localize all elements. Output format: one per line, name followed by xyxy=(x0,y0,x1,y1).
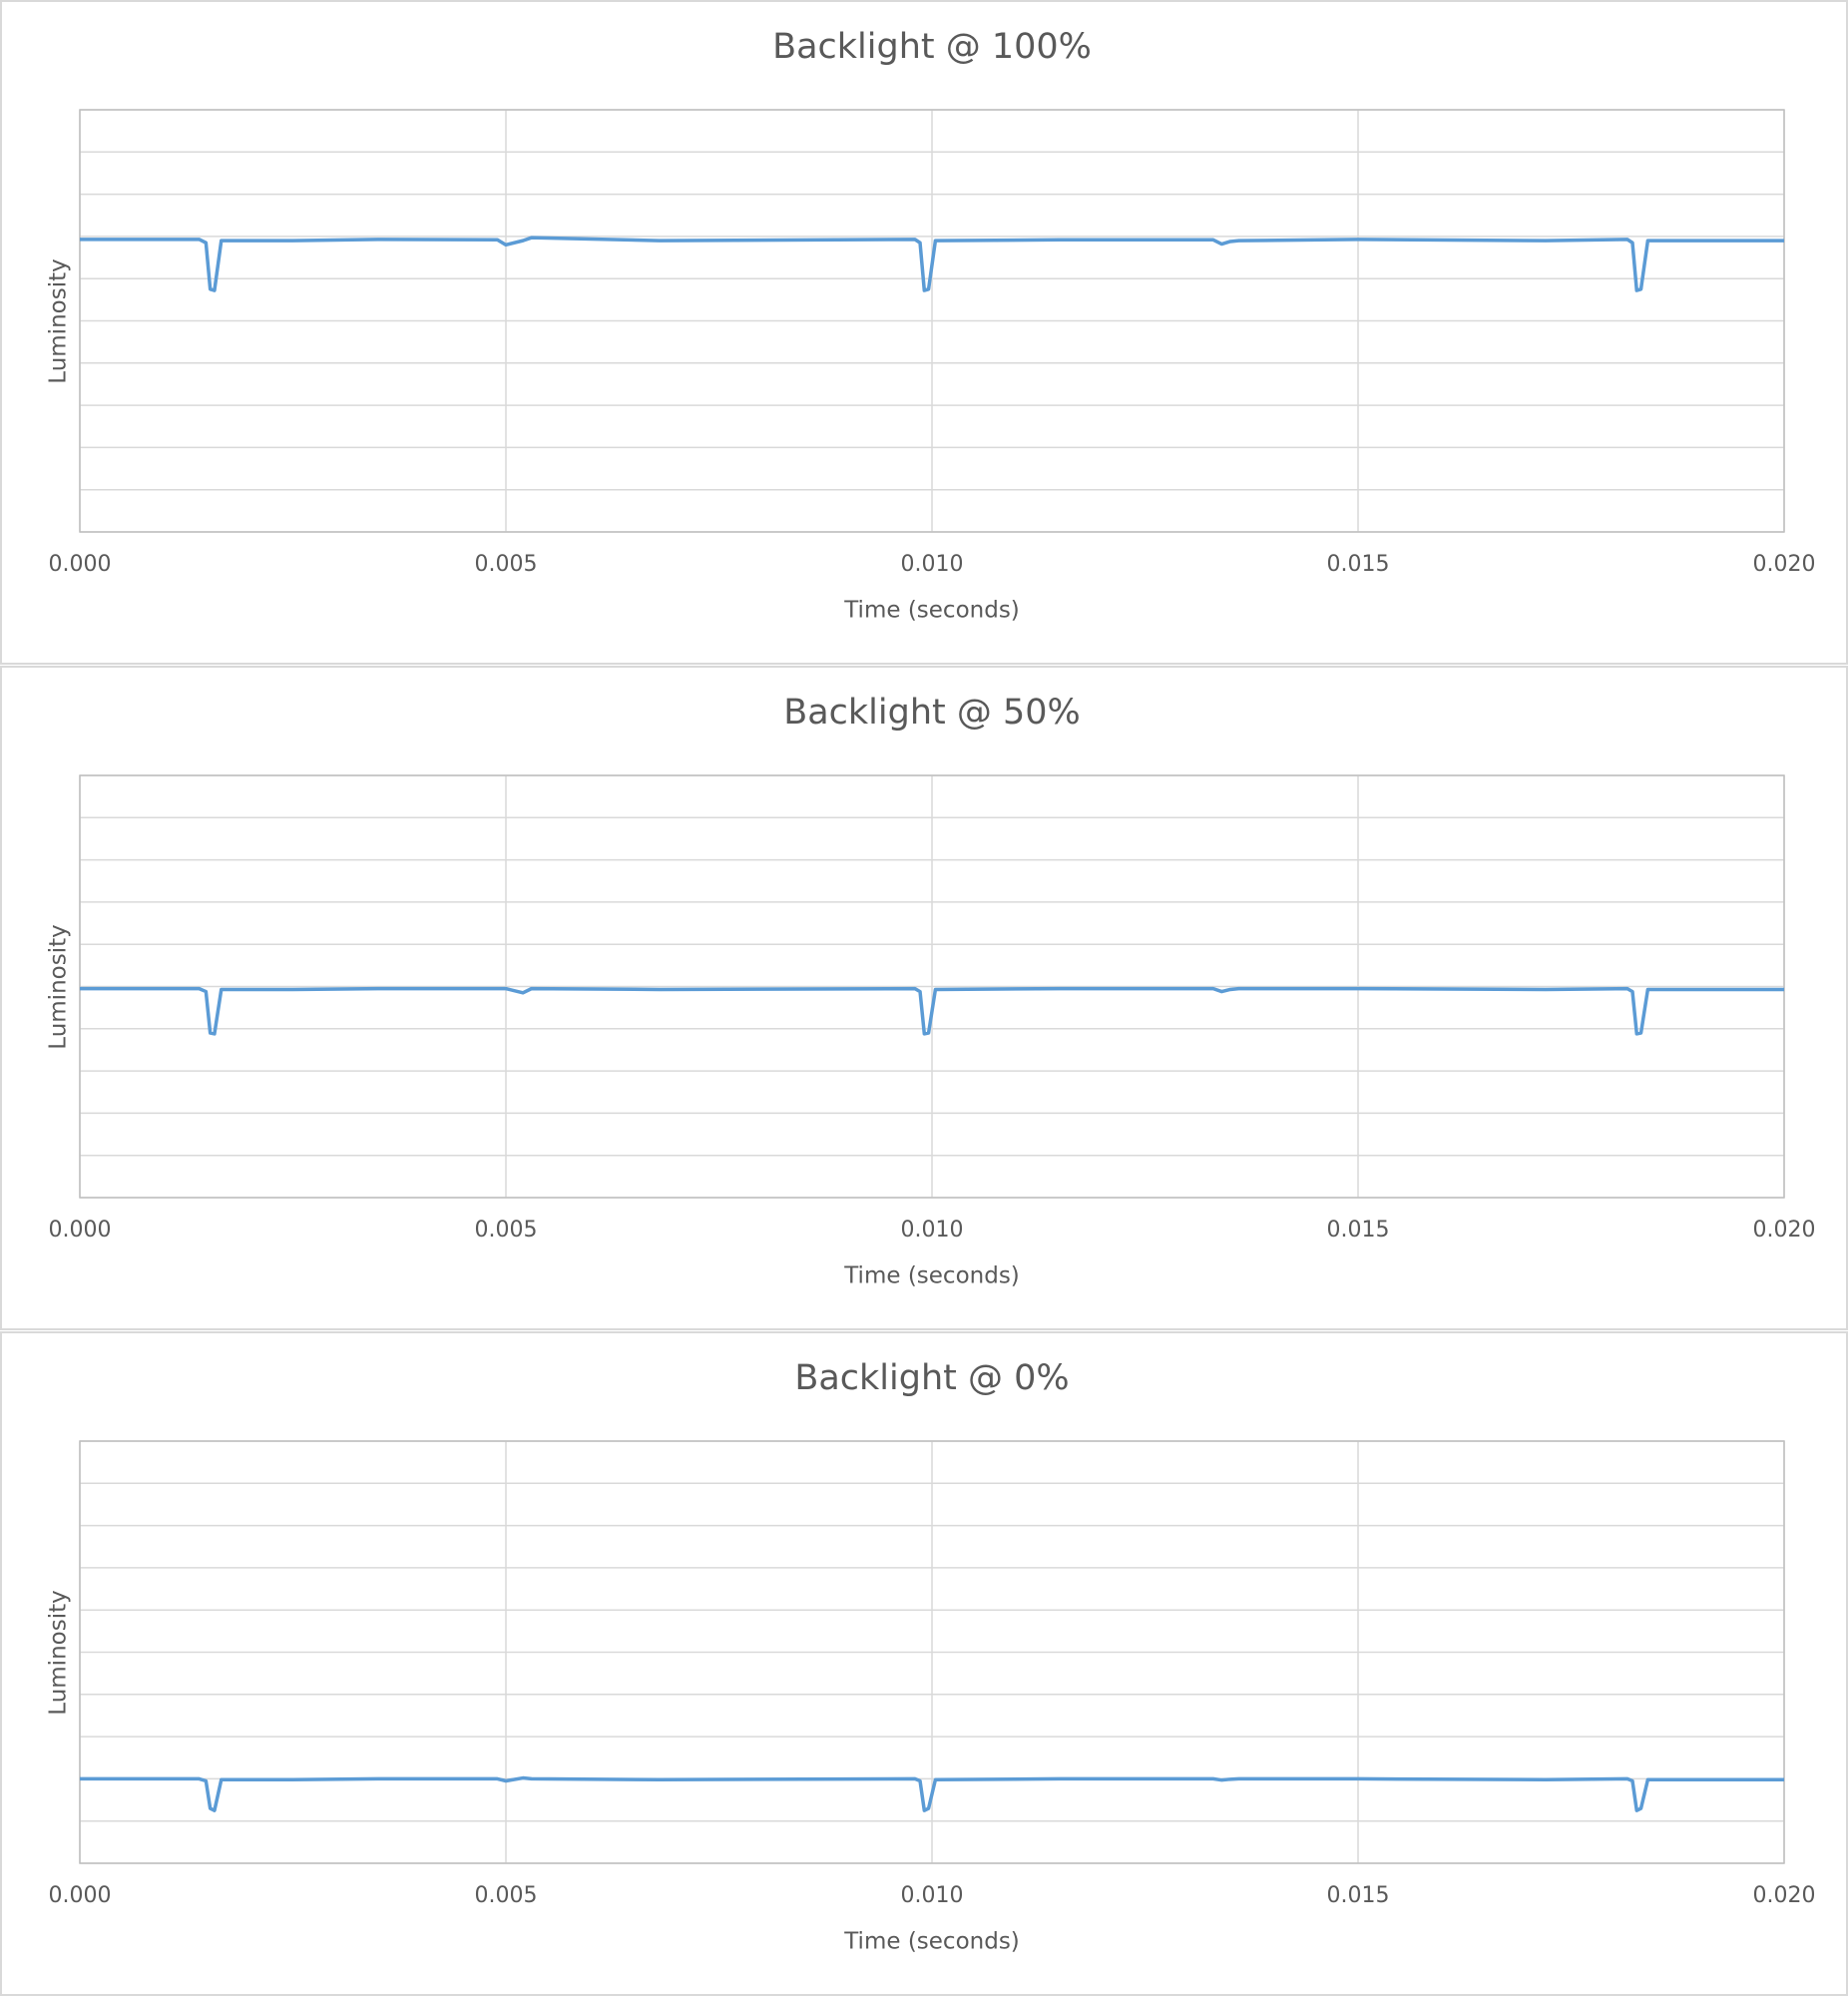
x-tick-label: 0.015 xyxy=(1327,1218,1390,1243)
x-tick-label: 0.020 xyxy=(1753,1218,1816,1243)
chart-title: Backlight @ 100% xyxy=(772,27,1092,67)
plot-border xyxy=(79,109,1785,533)
x-axis-label: Time (seconds) xyxy=(843,598,1020,624)
x-tick-label: 0.005 xyxy=(475,1218,538,1243)
data-line xyxy=(80,986,1784,1036)
x-tick-label: 0.010 xyxy=(901,1218,964,1243)
x-tick-label: 0.005 xyxy=(475,552,538,577)
plot-border xyxy=(79,774,1785,1199)
data-line xyxy=(80,236,1784,292)
x-tick-label: 0.010 xyxy=(901,1883,964,1908)
chart-title: Backlight @ 50% xyxy=(783,693,1081,733)
panel-border xyxy=(0,1331,1848,1996)
x-tick-label: 0.010 xyxy=(901,552,964,577)
y-axis-label: Luminosity xyxy=(46,924,72,1049)
x-tick-label: 0.020 xyxy=(1753,552,1816,577)
chart-panel: Backlight @ 50% 0.000 0.005 0.010 0.015 0.020… xyxy=(0,666,1848,1330)
chart-title: Backlight @ 0% xyxy=(794,1358,1069,1398)
panel-border xyxy=(0,666,1848,1330)
x-tick-label: 0.015 xyxy=(1327,1883,1390,1908)
data-line xyxy=(80,1775,1784,1812)
x-axis-label: Time (seconds) xyxy=(843,1929,1020,1955)
chart-panel: Backlight @ 100% 0.000 0.005 0.010 0.015 0.02… xyxy=(0,0,1848,665)
chart-panel: Backlight @ 0% 0.000 0.005 0.010 0.015 0.020 T… xyxy=(0,1331,1848,1996)
x-tick-label: 0.000 xyxy=(49,1218,112,1243)
y-axis-label: Luminosity xyxy=(46,1590,72,1715)
x-tick-label: 0.020 xyxy=(1753,1883,1816,1908)
x-axis-label: Time (seconds) xyxy=(843,1263,1020,1289)
plot-border xyxy=(79,1440,1785,1864)
x-tick-label: 0.015 xyxy=(1327,552,1390,577)
x-tick-label: 0.005 xyxy=(475,1883,538,1908)
y-axis-label: Luminosity xyxy=(46,258,72,383)
x-tick-label: 0.000 xyxy=(49,552,112,577)
x-tick-label: 0.000 xyxy=(49,1883,112,1908)
panel-border xyxy=(0,0,1848,665)
